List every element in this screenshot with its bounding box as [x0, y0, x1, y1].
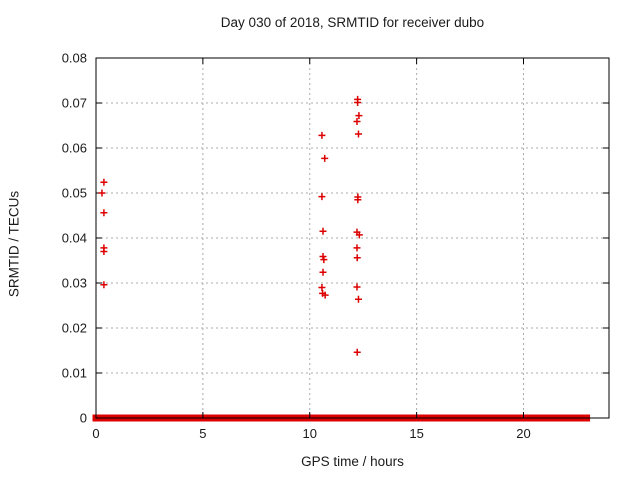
- y-tick-label: 0.08: [62, 51, 87, 66]
- data-point-marker: [320, 256, 328, 264]
- data-point-marker: [355, 231, 363, 239]
- y-tick-label: 0.01: [62, 366, 87, 381]
- data-point-marker: [353, 283, 361, 291]
- y-tick-label: 0.06: [62, 141, 87, 156]
- data-point-marker: [353, 117, 361, 125]
- data-point-marker: [319, 268, 327, 276]
- x-tick-label: 15: [409, 426, 423, 441]
- data-point-marker: [321, 154, 329, 162]
- data-point-marker: [319, 252, 327, 260]
- chart-title: Day 030 of 2018, SRMTID for receiver dub…: [220, 15, 485, 30]
- y-tick-label: 0.07: [62, 96, 87, 111]
- data-point-marker: [318, 131, 326, 139]
- y-tick-label: 0.05: [62, 186, 87, 201]
- y-tick-label: 0.02: [62, 321, 87, 336]
- data-point-marker: [354, 130, 362, 138]
- data-point-marker: [353, 254, 361, 262]
- data-point-marker: [318, 193, 326, 201]
- data-point-marker: [353, 348, 361, 356]
- data-point-marker: [321, 291, 329, 299]
- data-point-marker: [98, 189, 106, 197]
- data-point-marker: [354, 99, 362, 107]
- data-point-marker: [100, 178, 108, 186]
- data-point-marker: [100, 281, 108, 289]
- x-tick-label: 20: [516, 426, 530, 441]
- x-tick-label: 0: [92, 426, 99, 441]
- data-point-marker: [354, 196, 362, 204]
- data-point-marker: [318, 284, 326, 291]
- data-point-marker: [319, 227, 327, 235]
- y-tick-label: 0.04: [62, 231, 87, 246]
- y-tick-label: 0.03: [62, 276, 87, 291]
- x-tick-label: 10: [303, 426, 317, 441]
- data-point-marker: [355, 112, 363, 120]
- data-point-marker: [100, 209, 108, 217]
- data-point-marker: [353, 244, 361, 252]
- data-point-marker: [100, 248, 108, 255]
- y-tick-label: 0: [80, 411, 87, 426]
- data-point-marker: [354, 295, 362, 303]
- x-axis-label: GPS time / hours: [301, 454, 404, 469]
- x-tick-label: 5: [199, 426, 206, 441]
